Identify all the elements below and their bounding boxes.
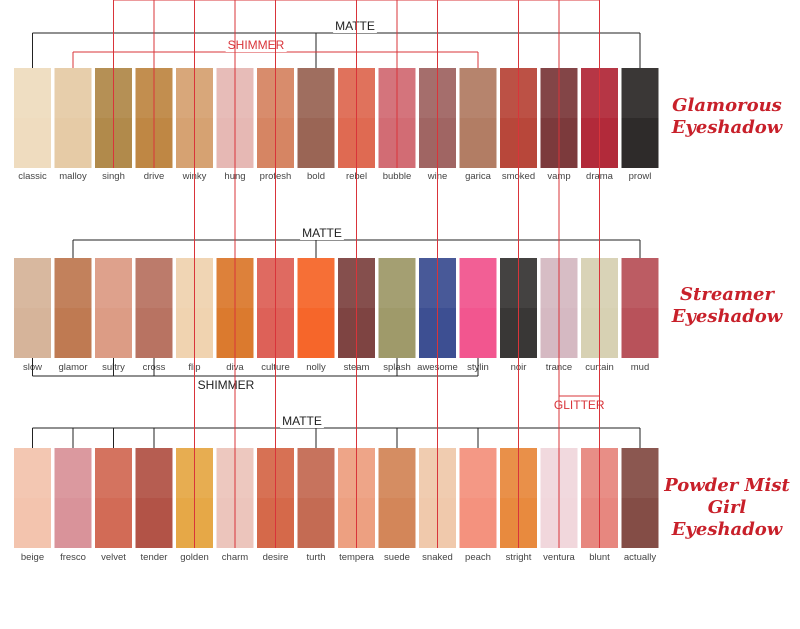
swatch-label: desire [263, 552, 289, 563]
swatch-sheen [54, 68, 92, 118]
swatch-suede [378, 448, 416, 548]
swatch-fresco [54, 448, 92, 548]
swatch-malloy [54, 68, 92, 168]
swatch-sheen [459, 448, 497, 498]
swatch-sheen [54, 448, 92, 498]
swatch-label: bold [307, 171, 325, 182]
swatch-stylin [459, 258, 497, 358]
swatch-label: peach [465, 552, 491, 563]
palette-title-line: Glamorous [672, 95, 782, 116]
swatch-sheen [14, 68, 51, 118]
group-label-backing [300, 226, 344, 240]
swatch-actually [621, 448, 659, 548]
palette-title-streamer: Streamer Eyeshadow [657, 284, 797, 328]
swatch-bold [297, 68, 335, 168]
group-label-backing [280, 414, 324, 428]
swatch-label: velvet [101, 552, 126, 563]
palette-title-line: Eyeshadow [671, 117, 783, 138]
group-label-matte: MATTE [335, 19, 375, 33]
swatch-slow [14, 258, 51, 358]
group-label-backing [225, 38, 287, 52]
group-label-shimmer: SHIMMER [353, 0, 410, 3]
swatch-sheen [378, 258, 416, 308]
swatch-sheen [95, 258, 132, 308]
swatch-label: classic [18, 171, 47, 182]
palette-title-line: Streamer [680, 284, 774, 305]
swatch-label: snaked [422, 552, 453, 563]
swatch-label: charm [222, 552, 248, 563]
swatch-sheen [14, 258, 51, 308]
swatch-prowl [621, 68, 659, 168]
swatch-sheen [297, 68, 335, 118]
swatch-sheen [459, 258, 497, 308]
swatch-sheen [297, 258, 335, 308]
swatch-sheen [378, 448, 416, 498]
swatch-label: glamor [58, 362, 87, 373]
group-label-shimmer: SHIMMER [198, 378, 255, 392]
swatch-label: golden [180, 552, 209, 563]
group-label-backing [333, 19, 377, 33]
swatch-sheen [621, 258, 659, 308]
palette-title-powder-mist: Powder Mist Girl Eyeshadow [657, 475, 797, 541]
swatch-label: stright [506, 552, 532, 563]
swatch-sultry [95, 258, 132, 358]
swatch-velvet [95, 448, 132, 548]
swatch-sheen [54, 258, 92, 308]
swatch-label: suede [384, 552, 410, 563]
swatch-tender [135, 448, 173, 548]
palette-title-glamorous: Glamorous Eyeshadow [657, 95, 797, 139]
swatch-label: ventura [543, 552, 575, 563]
swatch-label: bubble [383, 171, 412, 182]
swatch-cross [135, 258, 173, 358]
palette-title-line: Powder Mist [664, 475, 790, 496]
swatch-label: blunt [589, 552, 610, 563]
swatch-label: singh [102, 171, 125, 182]
swatch-label: beige [21, 552, 44, 563]
swatch-sheen [135, 258, 173, 308]
swatch-label: nolly [306, 362, 326, 373]
group-label-matte: MATTE [282, 414, 322, 428]
group-label-matte: MATTE [302, 226, 342, 240]
swatch-glamor [54, 258, 92, 358]
swatch-splash [378, 258, 416, 358]
swatch-nolly [297, 258, 335, 358]
swatch-sheen [135, 448, 173, 498]
swatch-label: mud [631, 362, 649, 373]
swatch-sheen [14, 448, 51, 498]
swatch-beige [14, 448, 51, 548]
swatch-sheen [621, 448, 659, 498]
swatch-peach [459, 448, 497, 548]
swatch-sheen [297, 448, 335, 498]
swatch-turth [297, 448, 335, 548]
swatch-label: drive [144, 171, 165, 182]
group-label-shimmer: SHIMMER [228, 38, 285, 52]
group-label-eyeshadow-cream: EYESHADOW CREAM [188, 0, 313, 3]
swatch-label: tender [141, 552, 168, 563]
group-label-glitter: GLITTER [554, 398, 605, 412]
swatch-sheen [95, 448, 132, 498]
swatch-label: malloy [59, 171, 87, 182]
swatch-label: garica [465, 171, 492, 182]
swatch-mud [621, 258, 659, 358]
swatch-label: tempera [339, 552, 375, 563]
swatch-sheen [621, 68, 659, 118]
swatch-label: actually [624, 552, 656, 563]
swatch-sheen [459, 68, 497, 118]
swatch-label: fresco [60, 552, 86, 563]
swatch-classic [14, 68, 51, 168]
palette-title-line: Eyeshadow [671, 306, 783, 327]
swatch-label: prowl [629, 171, 652, 182]
palette-title-line: Girl Eyeshadow [671, 497, 783, 540]
swatch-garica [459, 68, 497, 168]
swatch-label: turth [306, 552, 325, 563]
